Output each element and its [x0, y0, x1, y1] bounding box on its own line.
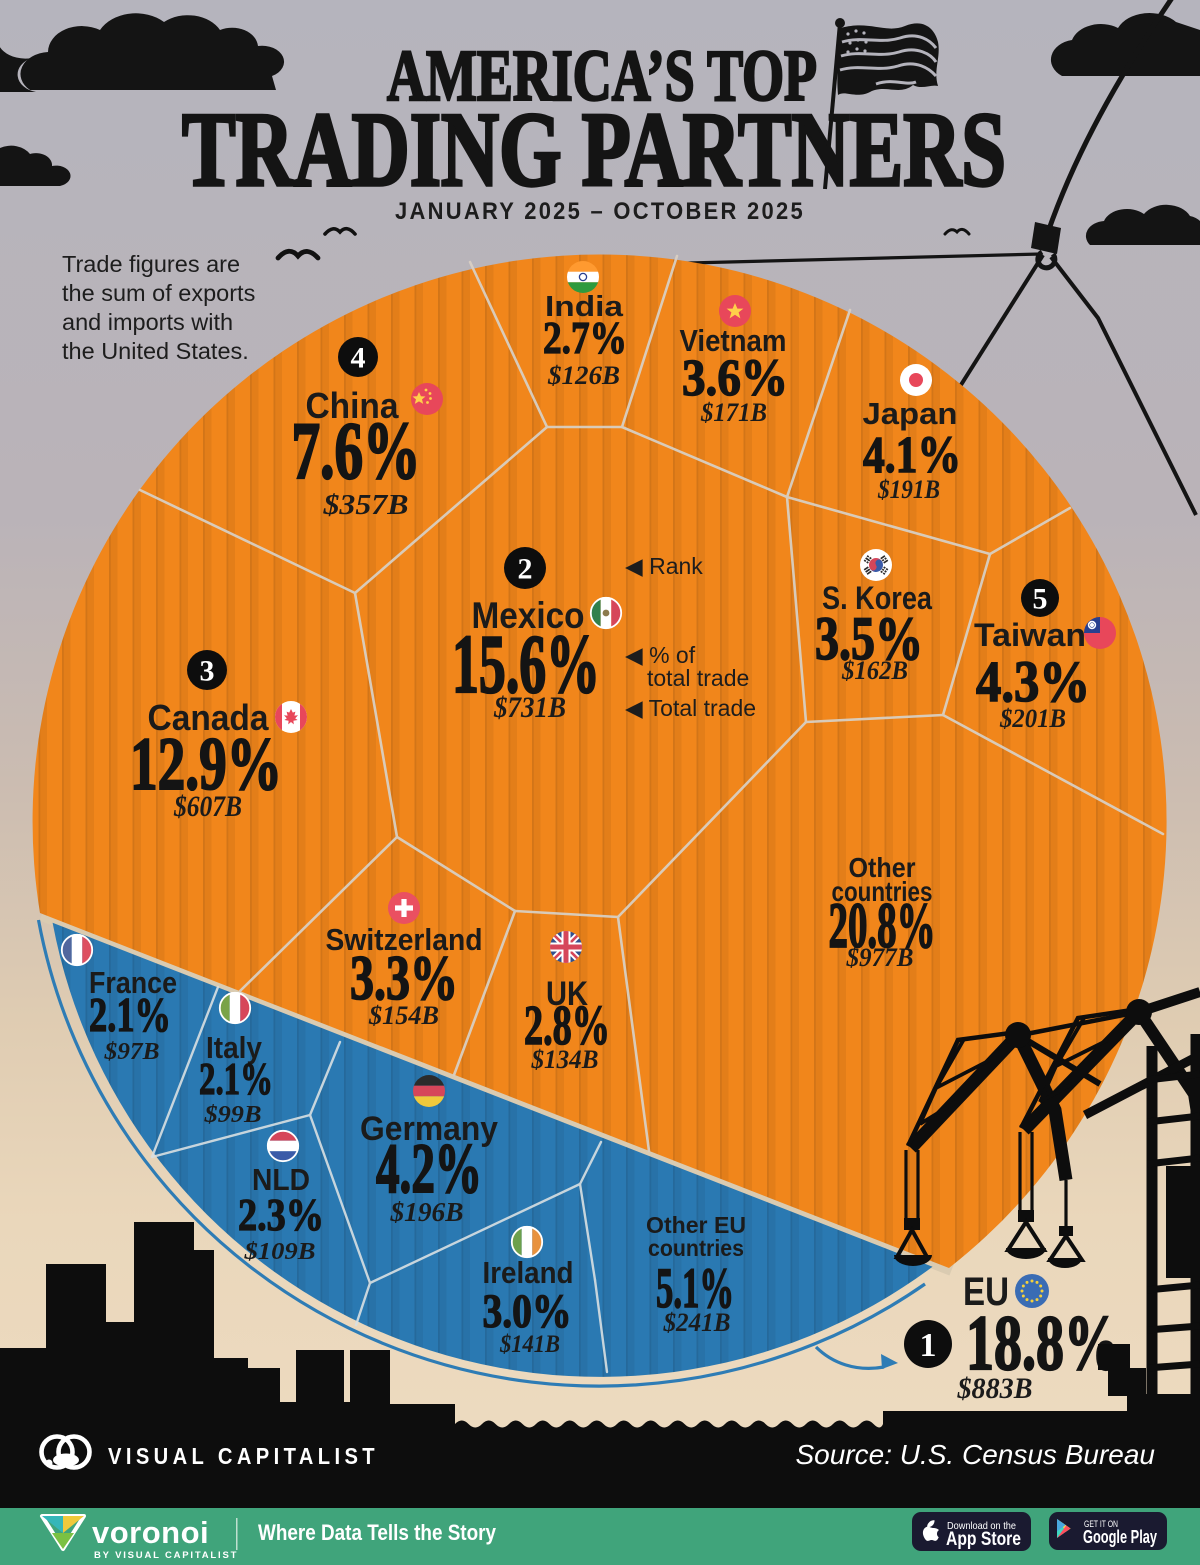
svg-text:1: 1 — [920, 1327, 937, 1364]
svg-text:4.2%: 4.2% — [376, 1130, 482, 1208]
svg-text:18.8%: 18.8% — [966, 1299, 1120, 1386]
svg-text:$126B: $126B — [547, 361, 620, 390]
svg-text:5: 5 — [1033, 583, 1048, 616]
svg-text:$154B: $154B — [368, 1001, 439, 1030]
svg-text:$731B: $731B — [493, 691, 566, 724]
svg-text:VISUAL CAPITALIST: VISUAL CAPITALIST — [108, 1443, 379, 1469]
svg-text:Google Play: Google Play — [1083, 1526, 1157, 1547]
svg-text:TRADING PARTNERS: TRADING PARTNERS — [182, 91, 1006, 208]
svg-text:$357B: $357B — [322, 489, 408, 521]
svg-text:Vietnam: Vietnam — [680, 323, 787, 358]
svg-text:◀ % of: ◀ % of — [625, 642, 696, 668]
svg-text:4.3%: 4.3% — [976, 649, 1090, 714]
svg-text:$162B: $162B — [841, 656, 908, 685]
svg-text:Download on the: Download on the — [947, 1520, 1016, 1532]
svg-text:◀ Total trade: ◀ Total trade — [625, 695, 756, 721]
svg-text:2.8%: 2.8% — [524, 995, 610, 1057]
svg-text:Ireland: Ireland — [483, 1255, 574, 1290]
svg-text:12.9%: 12.9% — [130, 723, 282, 806]
svg-text:2: 2 — [518, 553, 533, 586]
svg-text:$171B: $171B — [700, 398, 767, 427]
svg-text:2.3%: 2.3% — [238, 1190, 324, 1240]
svg-text:AMERICA’S TOP: AMERICA’S TOP — [387, 35, 817, 116]
svg-text:7.6%: 7.6% — [292, 405, 421, 496]
svg-text:$201B: $201B — [999, 704, 1066, 733]
svg-text:Trade figures are: Trade figures are — [62, 251, 240, 277]
svg-text:BY VISUAL CAPITALIST: BY VISUAL CAPITALIST — [94, 1550, 238, 1561]
svg-text:$99B: $99B — [203, 1102, 261, 1128]
svg-text:4: 4 — [351, 342, 366, 375]
svg-text:Canada: Canada — [148, 697, 270, 738]
svg-text:15.6%: 15.6% — [452, 618, 600, 711]
svg-text:Mexico: Mexico — [472, 595, 585, 636]
svg-text:Other EU: Other EU — [646, 1212, 746, 1238]
svg-text:$196B: $196B — [389, 1197, 463, 1227]
svg-text:3: 3 — [200, 655, 215, 688]
svg-text:total trade: total trade — [647, 665, 749, 691]
svg-text:2.7%: 2.7% — [543, 312, 627, 363]
svg-text:3.3%: 3.3% — [350, 942, 458, 1013]
svg-text:3.0%: 3.0% — [483, 1285, 572, 1338]
svg-text:2.1%: 2.1% — [199, 1053, 273, 1104]
svg-text:GET IT ON: GET IT ON — [1084, 1519, 1118, 1530]
svg-text:$191B: $191B — [877, 475, 940, 504]
svg-text:and imports with: and imports with — [62, 309, 233, 335]
svg-text:5.1%: 5.1% — [656, 1257, 734, 1320]
svg-text:$109B: $109B — [243, 1239, 315, 1265]
svg-text:◀ Rank: ◀ Rank — [625, 553, 703, 579]
svg-text:App Store: App Store — [946, 1528, 1021, 1550]
svg-text:20.8%: 20.8% — [829, 890, 936, 962]
svg-text:France: France — [89, 965, 177, 1000]
svg-text:Taiwan: Taiwan — [974, 617, 1086, 653]
svg-text:3.6%: 3.6% — [682, 350, 788, 407]
svg-text:Source: U.S. Census Bureau: Source: U.S. Census Bureau — [795, 1439, 1155, 1470]
svg-text:S. Korea: S. Korea — [822, 580, 932, 616]
svg-text:Switzerland: Switzerland — [326, 922, 483, 957]
svg-text:the United States.: the United States. — [62, 338, 249, 364]
svg-text:Other: Other — [849, 852, 916, 883]
svg-text:$607B: $607B — [173, 790, 242, 823]
svg-text:JANUARY 2025 – OCTOBER 2025: JANUARY 2025 – OCTOBER 2025 — [395, 198, 805, 225]
svg-text:the sum of exports: the sum of exports — [62, 280, 255, 306]
svg-text:$134B: $134B — [531, 1045, 599, 1074]
svg-text:countries: countries — [832, 876, 933, 907]
svg-text:voronoi: voronoi — [92, 1515, 209, 1550]
svg-text:India: India — [545, 291, 624, 323]
svg-text:Japan: Japan — [863, 396, 958, 431]
svg-text:countries: countries — [648, 1235, 744, 1261]
svg-text:$977B: $977B — [846, 943, 914, 972]
svg-text:Where Data Tells the Story: Where Data Tells the Story — [258, 1520, 497, 1545]
svg-text:EU: EU — [963, 1270, 1009, 1314]
svg-text:Germany: Germany — [360, 1110, 498, 1148]
svg-text:$97B: $97B — [103, 1039, 159, 1065]
svg-text:Italy: Italy — [206, 1030, 263, 1065]
svg-text:3.5%: 3.5% — [815, 606, 923, 673]
svg-text:2.1%: 2.1% — [89, 987, 171, 1042]
svg-text:NLD: NLD — [252, 1162, 310, 1197]
svg-text:UK: UK — [546, 975, 588, 1013]
svg-text:4.1%: 4.1% — [863, 427, 961, 484]
svg-text:$141B: $141B — [499, 1331, 560, 1358]
svg-text:$883B: $883B — [957, 1372, 1033, 1405]
svg-text:$241B: $241B — [663, 1308, 731, 1337]
svg-text:China: China — [306, 385, 400, 426]
